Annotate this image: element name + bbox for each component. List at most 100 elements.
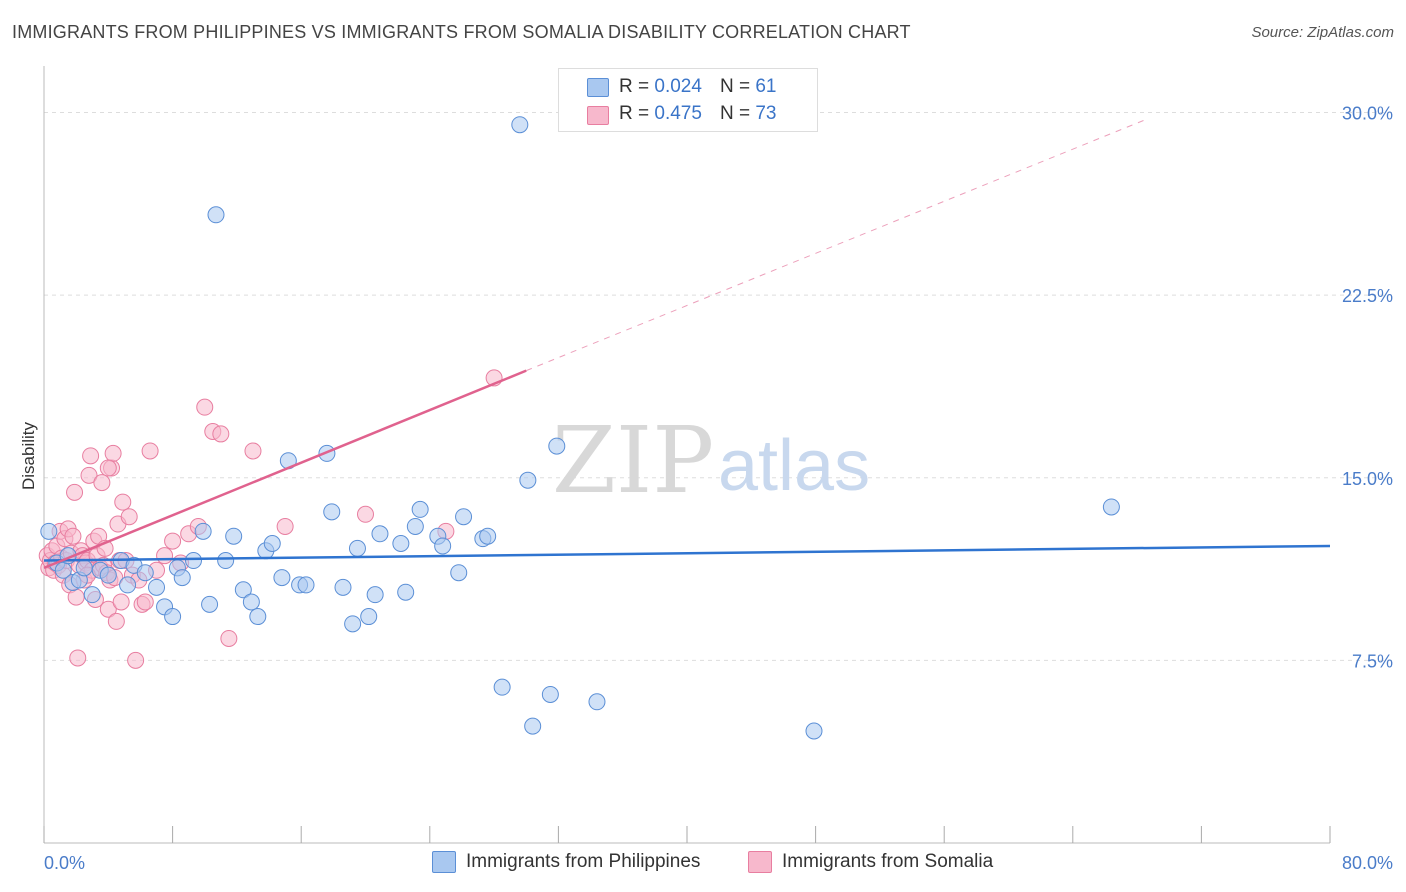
data-point-philippines xyxy=(344,615,362,633)
data-point-somalia xyxy=(164,532,182,550)
data-point-philippines xyxy=(479,527,497,545)
y-tick-label: 30.0% xyxy=(1342,104,1393,124)
data-point-somalia xyxy=(99,459,117,477)
trend-line-somalia xyxy=(43,369,527,570)
data-point-somalia xyxy=(276,517,294,535)
bottom-legend-swatch-philippines xyxy=(432,851,456,873)
data-point-philippines xyxy=(541,685,559,703)
data-point-philippines xyxy=(411,500,429,518)
trend-line-philippines xyxy=(43,544,1331,562)
data-point-philippines xyxy=(164,608,182,626)
data-point-philippines xyxy=(524,717,542,735)
data-point-somalia xyxy=(112,593,130,611)
watermark-atlas: atlas xyxy=(718,426,870,506)
source-label: Source: ZipAtlas.com xyxy=(1251,24,1394,41)
data-point-philippines xyxy=(75,559,93,577)
legend-n-label: N = xyxy=(719,76,751,97)
legend-r-label: R = xyxy=(619,76,650,97)
y-tick-label: 7.5% xyxy=(1352,651,1393,671)
legend-box: R = 0.024 N = 61 R = 0.475 N = 73 xyxy=(558,68,818,132)
data-point-philippines xyxy=(297,576,315,594)
data-point-somalia xyxy=(69,649,87,667)
data-point-philippines xyxy=(406,517,424,535)
bottom-legend-swatch-somalia xyxy=(748,851,772,873)
data-point-somalia xyxy=(64,527,82,545)
data-point-philippines xyxy=(511,116,529,134)
data-point-somalia xyxy=(156,547,174,565)
data-point-somalia xyxy=(212,425,230,443)
data-point-philippines xyxy=(1102,498,1120,516)
data-point-philippines xyxy=(519,471,537,489)
data-point-somalia xyxy=(244,442,262,460)
data-point-philippines xyxy=(40,522,58,540)
axes xyxy=(43,66,1331,844)
data-point-somalia xyxy=(220,629,238,647)
legend-row-somalia: R = 0.475 N = 73 xyxy=(619,102,776,126)
data-point-somalia xyxy=(107,612,125,630)
data-point-somalia xyxy=(114,493,132,511)
data-point-philippines xyxy=(249,608,267,626)
legend-r-value: 0.024 xyxy=(654,76,702,97)
data-point-philippines xyxy=(194,522,212,540)
legend-r-label: R = xyxy=(619,103,650,124)
tick-labels: 7.5% 15.0% 22.5% 30.0% 0.0% 80.0% xyxy=(44,104,1393,873)
legend-swatch-philippines xyxy=(587,78,609,97)
series-somalia xyxy=(38,369,503,669)
watermark-zip: ZIP xyxy=(552,407,714,514)
legend-row-philippines: R = 0.024 N = 61 xyxy=(619,75,776,99)
data-point-philippines xyxy=(83,586,101,604)
data-point-somalia xyxy=(141,442,159,460)
data-point-philippines xyxy=(201,595,219,613)
data-point-philippines xyxy=(273,569,291,587)
data-point-philippines xyxy=(119,576,137,594)
data-point-philippines xyxy=(323,503,341,521)
data-point-somalia xyxy=(82,447,100,465)
trend-lines xyxy=(43,119,1331,570)
data-point-philippines xyxy=(434,537,452,555)
bottom-legend-somalia: Immigrants from Somalia xyxy=(748,851,993,873)
data-point-somalia xyxy=(127,651,145,669)
bottom-legend-label: Immigrants from Somalia xyxy=(782,851,994,872)
data-point-somalia xyxy=(80,466,98,484)
data-point-philippines xyxy=(136,564,154,582)
data-point-philippines xyxy=(493,678,511,696)
data-point-philippines xyxy=(348,539,366,557)
data-point-somalia xyxy=(196,398,214,416)
trend-extension-somalia xyxy=(526,119,1146,372)
data-point-philippines xyxy=(450,564,468,582)
gridlines xyxy=(44,112,1392,661)
data-point-philippines xyxy=(242,593,260,611)
data-point-philippines xyxy=(548,437,566,455)
data-point-philippines xyxy=(234,581,252,599)
data-point-somalia xyxy=(104,444,122,462)
data-point-philippines xyxy=(148,578,166,596)
data-point-philippines xyxy=(392,535,410,553)
data-point-philippines xyxy=(366,586,384,604)
series-philippines xyxy=(40,116,1120,740)
watermark: ZIP atlas xyxy=(552,407,870,514)
data-point-somalia xyxy=(67,588,85,606)
data-point-somalia xyxy=(120,508,138,526)
data-point-philippines xyxy=(455,508,473,526)
data-point-somalia xyxy=(136,593,154,611)
chart-title: IMMIGRANTS FROM PHILIPPINES VS IMMIGRANT… xyxy=(12,22,911,42)
legend-n-value: 61 xyxy=(755,76,777,97)
data-point-philippines xyxy=(397,583,415,601)
y-tick-label: 15.0% xyxy=(1342,469,1393,489)
legend-r-value: 0.475 xyxy=(654,103,702,124)
data-point-philippines xyxy=(217,552,235,570)
data-point-philippines xyxy=(805,722,823,740)
data-point-philippines xyxy=(263,535,281,553)
x-tick-label: 80.0% xyxy=(1342,853,1393,873)
legend-n-label: N = xyxy=(719,103,751,124)
legend-n-value: 73 xyxy=(755,103,777,124)
data-point-philippines xyxy=(173,569,191,587)
legend-swatch-somalia xyxy=(587,106,609,125)
data-point-philippines xyxy=(360,608,378,626)
series-points xyxy=(38,116,1120,740)
data-point-philippines xyxy=(371,525,389,543)
data-point-somalia xyxy=(357,505,374,523)
y-tick-label: 22.5% xyxy=(1342,286,1393,306)
data-point-philippines xyxy=(225,527,243,545)
